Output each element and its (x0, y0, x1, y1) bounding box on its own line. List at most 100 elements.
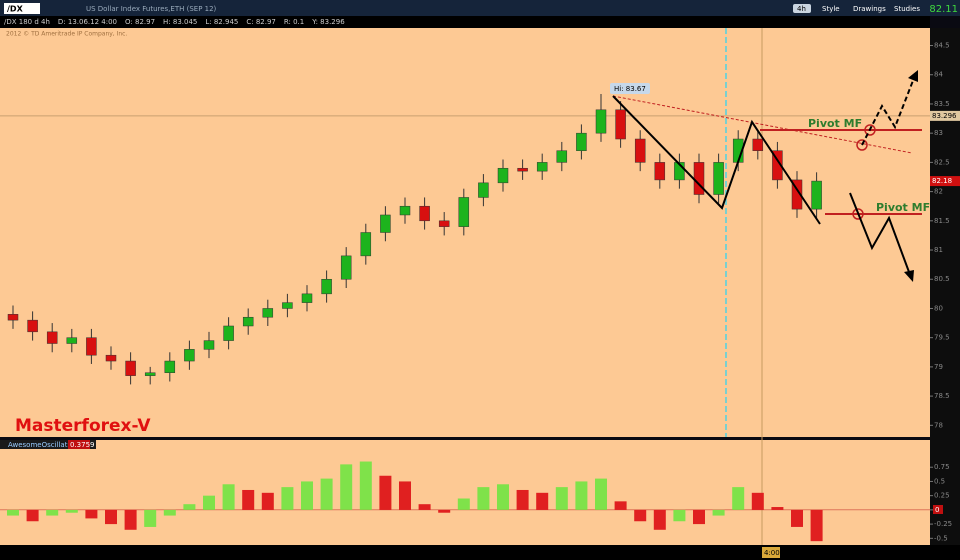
description: US Dollar Index Futures,ETH (SEP 12) (86, 5, 217, 13)
osc-bar (634, 509, 647, 522)
y-tick-label: 82 (934, 188, 943, 196)
y-tick-label: 0.5 (934, 477, 945, 485)
candle-body (262, 308, 274, 318)
osc-bar (183, 504, 196, 510)
candle-body (46, 331, 58, 344)
candle-body (360, 232, 372, 257)
osc-title: AwesomeOscillator (8, 441, 75, 449)
osc-bar (105, 509, 117, 525)
candle-body (399, 205, 411, 216)
arrow-head (904, 270, 914, 282)
osc-bar (810, 509, 823, 542)
y-tick-label: -0.25 (934, 520, 952, 528)
osc-bar (144, 509, 157, 527)
symbol-box[interactable] (4, 3, 40, 14)
candle-body (7, 314, 19, 321)
y-tick-label: 79 (934, 363, 943, 371)
hi-label: Hi: 83.67 (614, 85, 646, 93)
osc-bar (379, 475, 392, 510)
osc-value-box (68, 440, 90, 449)
candle-body (634, 138, 646, 163)
osc-bar (65, 509, 78, 513)
candle-body (654, 162, 666, 181)
last-price: 82.11 (929, 4, 958, 15)
toolbar (0, 0, 960, 16)
osc-value: 0.3759 (70, 441, 95, 449)
osc-bar (457, 498, 470, 510)
candle-body (595, 109, 607, 134)
candle-body (419, 205, 430, 222)
info-bar (0, 16, 930, 28)
reference-label: 83.296 (932, 112, 957, 120)
annotation: Pivot MF (808, 117, 862, 130)
timeframe-box[interactable] (793, 4, 811, 13)
y-tick-label: 81.5 (934, 217, 950, 225)
y-tick-label: -0.5 (934, 534, 948, 542)
info-field: H: 83.045 (163, 18, 197, 26)
menu-style[interactable]: Style (822, 5, 840, 13)
candle-body (125, 360, 136, 376)
osc-bar (751, 492, 764, 510)
osc-bar (614, 501, 627, 510)
y-tick-label: 79.5 (934, 334, 950, 342)
osc-bar (340, 464, 353, 510)
osc-bar (203, 495, 215, 510)
osc-bar (497, 484, 509, 510)
osc-bar (399, 481, 411, 510)
candle-body (497, 167, 509, 184)
osc-bar (771, 507, 784, 510)
osc-bar (536, 492, 549, 510)
candle-body (517, 167, 528, 172)
osc-bar (791, 509, 803, 527)
info-field: L: 82.945 (205, 18, 238, 26)
osc-bar (222, 484, 235, 510)
info-field: /DX 180 d 4h (4, 18, 50, 26)
symbol[interactable]: /DX (7, 5, 24, 14)
candle-body (301, 293, 313, 303)
oscillator-panel (0, 440, 930, 545)
osc-bar (124, 509, 137, 530)
osc-bar (242, 489, 255, 510)
menu-drawings[interactable]: Drawings (853, 5, 886, 13)
candle-body (438, 220, 450, 227)
candle-body (105, 354, 117, 362)
osc-bar (438, 509, 451, 513)
osc-bar (320, 478, 333, 510)
osc-bar (359, 461, 372, 510)
osc-bar (163, 509, 176, 516)
osc-bar (301, 481, 313, 510)
candle-body (321, 278, 332, 295)
osc-zero-label: 0 (935, 506, 939, 514)
osc-bar (516, 489, 529, 510)
timeframe[interactable]: 4h (797, 5, 806, 13)
info-field: D: 13.06.12 4:00 (58, 18, 117, 26)
osc-bar (85, 509, 98, 519)
osc-bar (732, 487, 745, 510)
candle-body (242, 316, 254, 327)
trendline (612, 95, 913, 154)
y-tick-label: 84 (934, 71, 943, 79)
candle-body (282, 302, 293, 309)
pivot-circle (852, 208, 864, 220)
crosshair-label: 4:00 (764, 549, 780, 557)
menu-studies[interactable]: Studies (894, 5, 920, 13)
candle-body (772, 150, 783, 181)
candle-body (811, 180, 822, 210)
pivot-circle (856, 139, 868, 151)
osc-bar (712, 509, 725, 516)
price-panel (0, 28, 930, 437)
reference-box (930, 110, 960, 121)
osc-bar (693, 509, 705, 525)
candle-body (86, 337, 97, 356)
osc-bar (575, 481, 588, 510)
current-label: 82.18 (932, 177, 952, 185)
candle-body (340, 255, 352, 280)
candle-body (693, 162, 705, 195)
candle-body (752, 138, 764, 151)
info-field: Y: 83.296 (311, 18, 345, 26)
info-field: R: 0.1 (284, 18, 304, 26)
y-tick-label: 78 (934, 421, 943, 429)
info-group: /DX 180 d 4h D: 13.06.12 4:00 O: 82.97 H: 8… (4, 18, 345, 26)
y-tick-label: 82.5 (934, 158, 950, 166)
